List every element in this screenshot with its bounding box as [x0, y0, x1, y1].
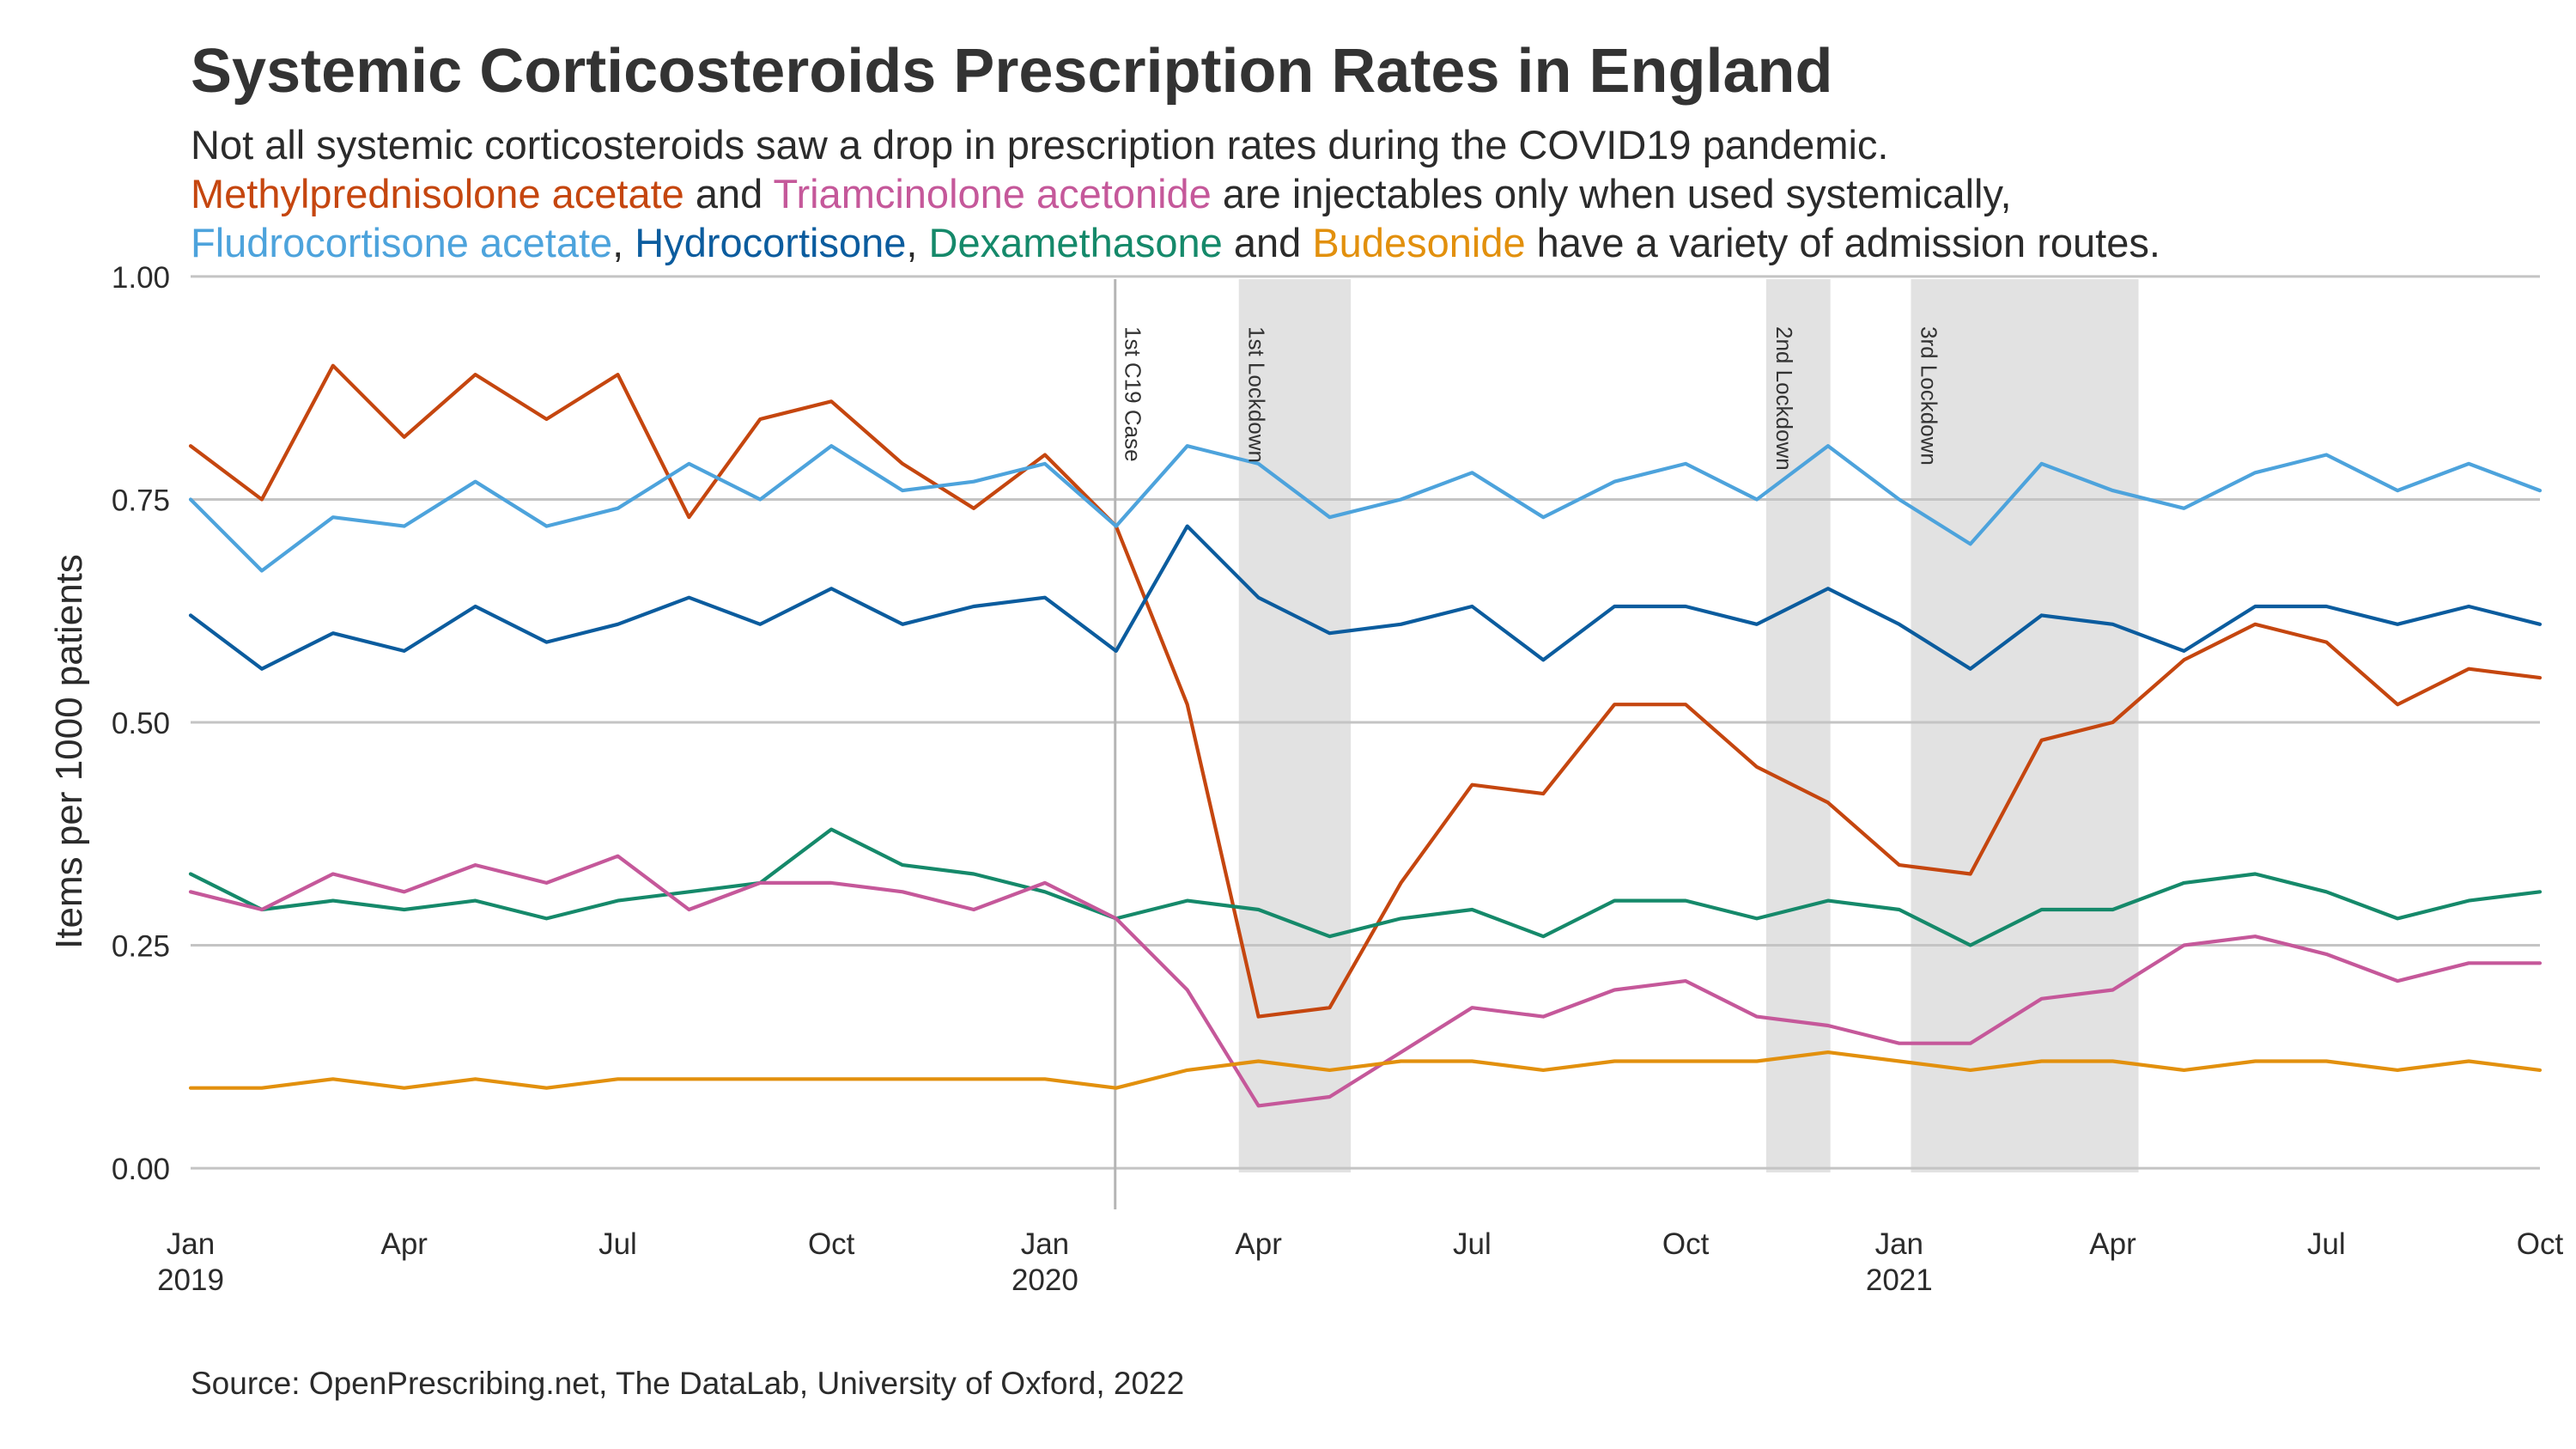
annotation-label: 1st Lockdown	[1244, 326, 1270, 463]
subtitle-series-bude: Budesonide	[1312, 220, 1526, 265]
y-axis-label: Items per 1000 patients	[48, 554, 90, 949]
x-tick-label: Oct	[808, 1227, 855, 1261]
y-axis-ticks: 0.00 0.25 0.50 0.75 1.00	[112, 261, 170, 1186]
x-tick-label: Jul	[1453, 1227, 1492, 1261]
lockdown-bands	[1238, 279, 2139, 1172]
subtitle-text: and	[683, 171, 774, 216]
y-tick-label: 0.25	[112, 930, 170, 964]
subtitle-text: ,	[906, 220, 929, 265]
subtitle-text: Not all systemic corticosteroids saw a d…	[191, 122, 1889, 167]
x-tick-label: Jan	[167, 1227, 215, 1261]
subtitle-text: are injectables only when used systemica…	[1211, 171, 2012, 216]
subtitle-series-dexa: Dexamethasone	[928, 220, 1223, 265]
source-caption: Source: OpenPrescribing.net, The DataLab…	[191, 1366, 1185, 1401]
series-line-methyl	[188, 363, 2543, 1019]
subtitle-series-fludro: Fludrocortisone acetate	[191, 220, 613, 265]
series-line-fludro	[188, 444, 2543, 573]
series-line-triam	[188, 854, 2543, 1108]
x-tick-year-label: 2021	[1866, 1263, 1933, 1297]
series-line-hydro	[188, 524, 2543, 671]
x-tick-label: Jul	[2307, 1227, 2346, 1261]
annotation-label: 3rd Lockdown	[1916, 326, 1941, 466]
y-tick-label: 1.00	[112, 261, 170, 295]
subtitle-line-2: Methylprednisolone acetate and Triamcino…	[191, 169, 2160, 218]
subtitle-line-3: Fludrocortisone acetate, Hydrocortisone,…	[191, 218, 2160, 267]
subtitle-series-methyl: Methylprednisolone acetate	[191, 171, 684, 216]
subtitle-series-triam: Triamcinolone acetonide	[773, 171, 1212, 216]
subtitle-series-hydro: Hydrocortisone	[635, 220, 907, 265]
series-line-bude	[188, 1050, 2543, 1090]
x-tick-label: Oct	[2517, 1227, 2564, 1261]
y-tick-label: 0.50	[112, 707, 170, 740]
x-tick-label: Apr	[2089, 1227, 2136, 1261]
series-line-dexa	[188, 827, 2543, 947]
chart-title: Systemic Corticosteroids Prescription Ra…	[191, 37, 1833, 106]
x-tick-label: Jan	[1875, 1227, 1923, 1261]
subtitle-text: and	[1222, 220, 1313, 265]
lockdown-band	[1238, 279, 1352, 1172]
annotation-label: 1st C19 Case	[1121, 326, 1146, 462]
x-tick-label: Oct	[1662, 1227, 1710, 1261]
x-tick-label: Jan	[1021, 1227, 1069, 1261]
x-tick-label: Jul	[598, 1227, 637, 1261]
subtitle-text: ,	[612, 220, 635, 265]
subtitle-text: have a variety of admission routes.	[1525, 220, 2160, 265]
data-series	[188, 363, 2543, 1108]
y-tick-label: 0.00	[112, 1153, 170, 1186]
annotation-label: 2nd Lockdown	[1771, 326, 1797, 471]
x-tick-label: Apr	[380, 1227, 428, 1261]
annotation-labels: 1st C19 Case 1st Lockdown 2nd Lockdown 3rd …	[1121, 326, 1942, 471]
x-tick-label: Apr	[1235, 1227, 1282, 1261]
y-gridlines	[191, 275, 2540, 1170]
x-tick-year-label: 2019	[157, 1263, 224, 1297]
subtitle-line-1: Not all systemic corticosteroids saw a d…	[191, 120, 2160, 169]
x-tick-year-label: 2020	[1012, 1263, 1078, 1297]
y-tick-label: 0.75	[112, 484, 170, 517]
chart-subtitle: Not all systemic corticosteroids saw a d…	[191, 120, 2160, 267]
